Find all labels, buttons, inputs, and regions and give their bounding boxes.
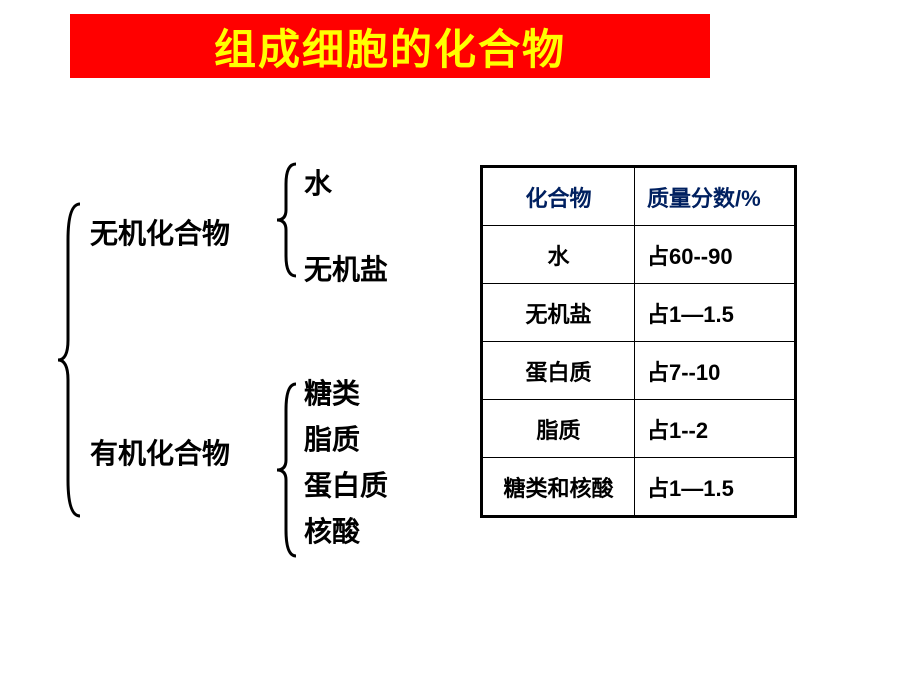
table-header-row: 化合物 质量分数/%: [483, 168, 795, 226]
hierarchy-diagram: 无机化合物 水 无机盐 有机化合物 糖类 脂质 蛋白质 核酸: [20, 140, 460, 560]
table-row: 糖类和核酸 占1—1.5: [483, 458, 795, 516]
table-row: 蛋白质 占7--10: [483, 342, 795, 400]
organic-bracket-icon: [274, 380, 300, 560]
header-percent: 质量分数/%: [635, 168, 795, 226]
cell-value: 占1—1.5: [635, 458, 795, 516]
composition-table: 化合物 质量分数/% 水 占60--90 无机盐 占1—1.5 蛋白质 占7--…: [480, 165, 797, 518]
title-bar: 组成细胞的化合物: [70, 14, 710, 78]
cell-value: 占1--2: [635, 400, 795, 458]
item-water: 水: [304, 162, 332, 202]
item-protein: 蛋白质: [304, 464, 388, 504]
cell-value: 占1—1.5: [635, 284, 795, 342]
table-row: 水 占60--90: [483, 226, 795, 284]
table-row: 无机盐 占1—1.5: [483, 284, 795, 342]
item-sugar: 糖类: [304, 372, 360, 412]
item-salt: 无机盐: [304, 248, 388, 288]
category-inorganic: 无机化合物: [90, 212, 230, 252]
cell-name: 脂质: [483, 400, 635, 458]
page-title: 组成细胞的化合物: [214, 16, 566, 77]
header-compound: 化合物: [483, 168, 635, 226]
cell-name: 蛋白质: [483, 342, 635, 400]
cell-value: 占7--10: [635, 342, 795, 400]
main-bracket-icon: [54, 200, 84, 520]
table-row: 脂质 占1--2: [483, 400, 795, 458]
item-nucleic: 核酸: [304, 510, 360, 550]
cell-name: 糖类和核酸: [483, 458, 635, 516]
cell-value: 占60--90: [635, 226, 795, 284]
inorganic-bracket-icon: [274, 160, 300, 280]
cell-name: 无机盐: [483, 284, 635, 342]
item-lipid: 脂质: [304, 418, 360, 458]
cell-name: 水: [483, 226, 635, 284]
category-organic: 有机化合物: [90, 432, 230, 472]
